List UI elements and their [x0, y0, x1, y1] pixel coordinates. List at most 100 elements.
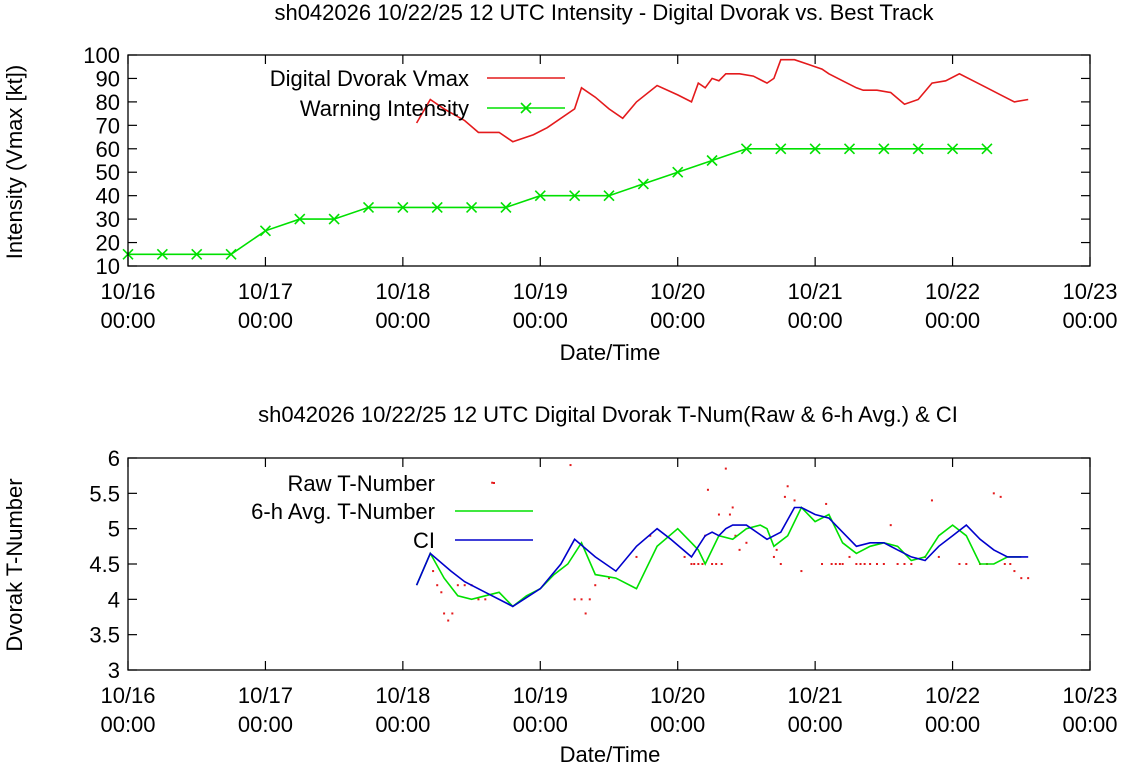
tnumber-ci-line	[415, 506, 1029, 608]
intensity-warning-intensity-marker	[466, 201, 478, 213]
intensity-ytick-label: 90	[96, 66, 120, 91]
tnumber-xtick-time: 00:00	[238, 712, 293, 737]
intensity-ytick-label: 20	[96, 231, 120, 256]
tnumber-xtick-date: 10/17	[238, 683, 293, 708]
tnumber-xtick-date: 10/22	[925, 683, 980, 708]
intensity-warning-intensity-marker	[328, 213, 340, 225]
tnumber-raw-t-number-point	[930, 499, 933, 502]
tnumber-raw-t-number-point	[738, 548, 741, 551]
intensity-warning-intensity-marker	[775, 143, 787, 155]
tnumber-raw-t-number-point	[841, 563, 844, 565]
tnumber-6-h-avg-t-number-line	[415, 506, 1022, 608]
intensity-chart: sh042026 10/22/25 12 UTC Intensity - Dig…	[2, 0, 1118, 365]
tnumber-raw-t-number-point	[838, 563, 841, 565]
tnumber-raw-t-number-point	[573, 598, 576, 601]
intensity-xtick-date: 10/23	[1062, 279, 1117, 304]
tnumber-xtick-date: 10/23	[1062, 683, 1117, 708]
tnumber-raw-t-number-point	[903, 563, 906, 565]
tnumber-raw-t-number-point	[701, 563, 704, 565]
tnumber-raw-t-number-point	[745, 541, 748, 544]
tnumber-raw-t-number-point	[800, 570, 803, 573]
tnumber-raw-t-number-point	[724, 467, 727, 470]
tnumber-legend-6-h-avg-t-number: 6-h Avg. T-Number	[251, 499, 435, 524]
tnumber-raw-t-number-point	[869, 563, 872, 565]
tnumber-xtick-time: 00:00	[513, 712, 568, 737]
intensity-xtick-time: 00:00	[1062, 308, 1117, 333]
tnumber-raw-t-number-point	[786, 485, 789, 488]
tnumber-raw-t-number-point	[825, 502, 828, 505]
intensity-xtick-time: 00:00	[925, 308, 980, 333]
tnumber-x-axis-label: Date/Time	[560, 742, 661, 766]
tnumber-xtick-date: 10/21	[788, 683, 843, 708]
intensity-xtick-time: 00:00	[788, 308, 843, 333]
tnumber-raw-t-number-point	[999, 495, 1002, 498]
tnumber-raw-t-number-point	[863, 563, 866, 565]
tnumber-raw-t-number-point	[584, 612, 587, 615]
intensity-x-axis-label: Date/Time	[560, 340, 661, 365]
intensity-xtick-date: 10/19	[513, 279, 568, 304]
intensity-ytick-label: 40	[96, 184, 120, 209]
tnumber-raw-t-number-point	[443, 612, 446, 615]
tnumber-raw-t-number-point	[734, 534, 737, 537]
tnumber-raw-t-number-point	[477, 598, 480, 601]
intensity-warning-intensity-marker	[672, 166, 684, 178]
tnumber-ytick-label: 5.5	[89, 481, 120, 506]
intensity-xtick-time: 00:00	[100, 308, 155, 333]
tnumber-raw-t-number-point	[463, 584, 466, 587]
intensity-ytick-label: 30	[96, 207, 120, 232]
intensity-warning-intensity-marker	[569, 190, 581, 202]
tnumber-raw-t-number-point	[772, 555, 775, 558]
intensity-legend-digital-dvorak-vmax: Digital Dvorak Vmax	[270, 66, 469, 91]
tnumber-raw-t-number-point	[731, 506, 734, 509]
intensity-warning-intensity-marker	[156, 248, 168, 260]
intensity-warning-intensity-marker	[397, 201, 409, 213]
tnumber-ytick-label: 5	[108, 517, 120, 542]
intensity-warning-intensity-marker	[809, 143, 821, 155]
tnumber-raw-t-number-point	[958, 563, 961, 565]
tnumber-ytick-label: 4	[108, 587, 120, 612]
tnumber-xtick-time: 00:00	[925, 712, 980, 737]
tnumber-raw-t-number-point	[1003, 563, 1006, 565]
intensity-warning-intensity-marker	[225, 248, 237, 260]
tnumber-legend-swatch-raw-t-number	[493, 482, 495, 484]
intensity-ytick-label: 80	[96, 90, 120, 115]
tnumber-xtick-date: 10/20	[650, 683, 705, 708]
tnumber-raw-t-number-point	[728, 513, 731, 516]
tnumber-chart-title: sh042026 10/22/25 12 UTC Digital Dvorak …	[258, 402, 958, 427]
tnumber-raw-t-number-point	[1013, 570, 1016, 573]
tnumber-raw-t-number-point	[830, 563, 833, 565]
intensity-warning-intensity-marker	[843, 143, 856, 155]
tnumber-raw-t-number-point	[594, 584, 597, 587]
intensity-warning-intensity-marker	[637, 178, 649, 190]
intensity-plot-frame	[127, 54, 1091, 267]
tnumber-xtick-date: 10/19	[513, 683, 568, 708]
tnumber-raw-t-number-point	[683, 555, 686, 558]
tnumber-raw-t-number-point	[436, 584, 439, 587]
tnumber-ytick-label: 6	[108, 446, 120, 471]
tnumber-raw-t-number-point	[720, 563, 723, 565]
intensity-warning-intensity-marker	[740, 143, 752, 155]
tnumber-raw-t-number-point	[1027, 577, 1030, 580]
tnumber-raw-t-number-point	[855, 563, 858, 565]
intensity-ytick-label: 10	[96, 254, 120, 279]
tnumber-raw-t-number-point	[484, 598, 487, 601]
tnumber-xtick-time: 00:00	[788, 712, 843, 737]
tnumber-raw-t-number-point	[896, 563, 899, 565]
tnumber-legend-raw-t-number: Raw T-Number	[287, 471, 435, 496]
tnumber-raw-t-number-point	[882, 563, 885, 565]
intensity-legend-marker-warning-intensity	[520, 102, 532, 114]
tnumber-raw-t-number-point	[447, 619, 450, 622]
intensity-digital-dvorak-vmax-line	[415, 58, 1029, 143]
tnumber-xtick-time: 00:00	[1062, 712, 1117, 737]
tnumber-xtick-time: 00:00	[375, 712, 430, 737]
tnumber-raw-t-number-point	[693, 563, 696, 565]
intensity-xtick-date: 10/16	[100, 279, 155, 304]
tnumber-xtick-time: 00:00	[100, 712, 155, 737]
intensity-legend-warning-intensity: Warning Intensity	[300, 96, 469, 121]
tnumber-raw-t-number-point	[711, 563, 714, 565]
tnumber-raw-t-number-point	[456, 584, 459, 587]
intensity-y-axis-label: Intensity (Vmax [kt])	[2, 65, 27, 259]
tnumber-raw-t-number-point	[992, 492, 995, 495]
tnumber-raw-t-number-point	[706, 488, 709, 491]
intensity-warning-intensity-marker	[603, 190, 615, 202]
